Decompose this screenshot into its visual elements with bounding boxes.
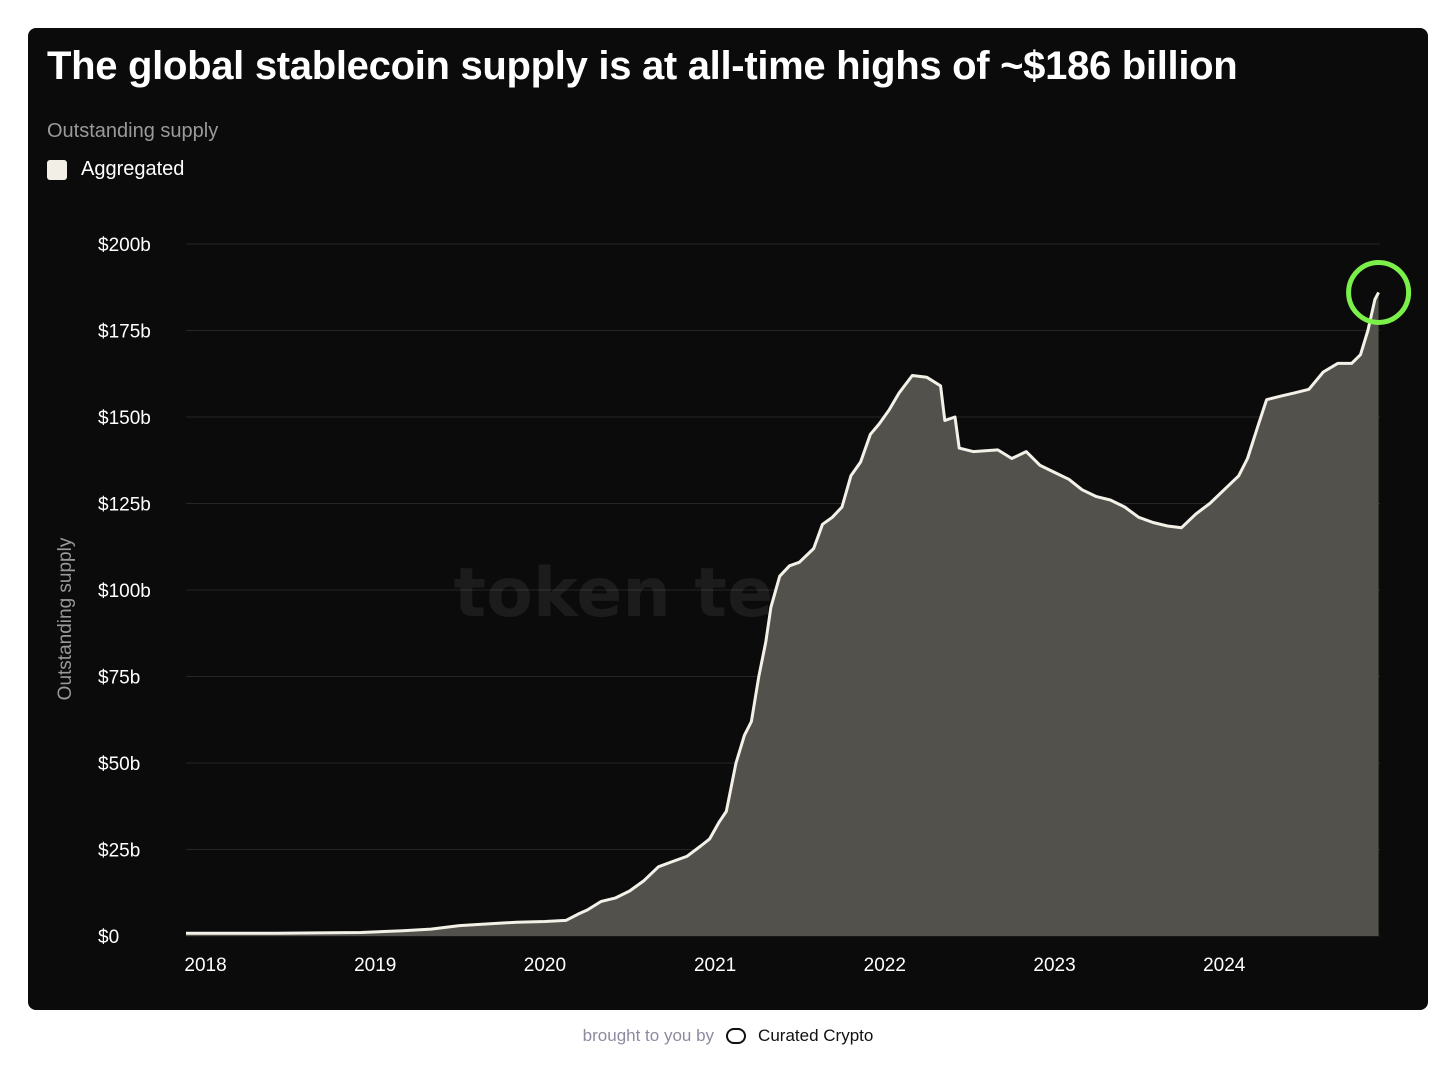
footer-lead: brought to you by	[582, 1026, 715, 1045]
y-tick-label: $125b	[98, 495, 151, 516]
x-tick-label: 2024	[1203, 955, 1246, 976]
y-tick-label: $25b	[98, 841, 140, 862]
y-tick-label: $100b	[98, 581, 151, 602]
y-tick-label: $75b	[98, 668, 140, 689]
y-tick-label: $0	[98, 927, 119, 948]
x-tick-label: 2019	[354, 955, 396, 976]
footer: brought to you by Curated Crypto	[0, 1026, 1456, 1046]
legend-swatch[interactable]	[47, 159, 67, 180]
x-tick-label: 2023	[1033, 955, 1075, 976]
legend: Aggregated	[47, 158, 184, 181]
x-tick-label: 2020	[524, 955, 566, 976]
footer-brand: Curated Crypto	[758, 1026, 874, 1045]
chart-card: The global stablecoin supply is at all-t…	[28, 28, 1428, 1010]
legend-label[interactable]: Aggregated	[81, 158, 185, 180]
y-tick-label: $50b	[98, 754, 140, 775]
y-axis-title: Outstanding supply	[55, 537, 76, 700]
highlight-circle	[1346, 259, 1412, 325]
x-axis-ticks: 2018 2019 2020 2021 2022 2023 2024	[184, 955, 1245, 976]
y-tick-label: $200b	[98, 235, 151, 256]
x-tick-label: 2021	[694, 955, 736, 976]
area-chart: token terminal $0$25b$50b$75b$100b$125b$…	[55, 235, 1412, 976]
x-tick-label: 2018	[184, 955, 226, 976]
chart-title: The global stablecoin supply is at all-t…	[47, 44, 1238, 88]
curated-crypto-logo-icon	[724, 1026, 748, 1046]
x-tick-label: 2022	[864, 955, 906, 976]
y-axis-ticks: $0 $25b $50b $75b $100b $125b $150b $175b $200b	[98, 235, 151, 948]
y-tick-label: $175b	[98, 322, 151, 343]
chart-subtitle: Outstanding supply	[47, 120, 219, 142]
series-line[interactable]	[186, 291, 1380, 935]
y-tick-label: $150b	[98, 408, 151, 429]
series-area-fill	[186, 292, 1379, 936]
